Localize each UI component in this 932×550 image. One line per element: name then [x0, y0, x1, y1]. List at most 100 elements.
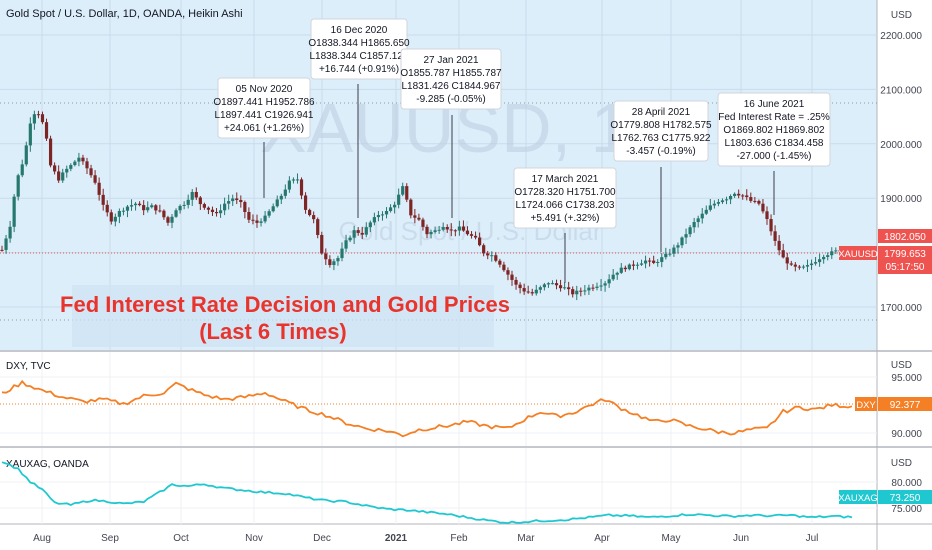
candle-body: [328, 259, 332, 266]
candle-body: [243, 202, 247, 212]
candle-body: [453, 230, 457, 232]
annotation-box[interactable]: [400, 48, 502, 110]
candle-body: [352, 230, 356, 238]
annotation-text: O1779.808 H1782.575: [610, 120, 712, 131]
candle-body: [469, 234, 474, 236]
annotation-text: O1897.441 H1952.786: [213, 97, 315, 108]
candle-body: [757, 200, 761, 204]
time-axis-label: Jul: [806, 533, 819, 544]
candle-body: [575, 290, 579, 295]
dxy-currency-label: USD: [891, 360, 912, 371]
chart-title[interactable]: Gold Spot / U.S. Dollar, 1D, OANDA, Heik…: [6, 8, 243, 20]
candle-body: [550, 283, 555, 285]
candle-body: [615, 272, 619, 275]
candle-body: [486, 253, 490, 256]
candle-body: [607, 279, 611, 284]
candle-body: [295, 179, 300, 181]
candle-body: [510, 274, 514, 280]
annotation-text: 17 March 2021: [532, 174, 599, 185]
candle-body: [202, 204, 206, 208]
candle-body: [692, 222, 696, 228]
annotation-text: O1855.787 H1855.787: [400, 68, 502, 79]
dxy-badge-value: 92.377: [890, 400, 921, 411]
candle-body: [356, 230, 360, 233]
time-axis-label: Feb: [450, 533, 468, 544]
candle-body: [190, 191, 194, 200]
annotation-text: +24.061 (+1.26%): [224, 123, 304, 134]
candle-body: [28, 123, 32, 146]
candle-body: [255, 220, 259, 223]
time-axis-label: Aug: [33, 533, 51, 544]
dxy-badge-symbol: DXY: [856, 400, 876, 411]
dxy-pane-title[interactable]: DXY, TVC: [6, 361, 51, 372]
candle-body: [218, 210, 223, 214]
candle-body: [490, 255, 494, 257]
candle-body: [223, 203, 227, 211]
candle-body: [643, 260, 648, 264]
candle-body: [571, 289, 575, 295]
candle-body: [437, 229, 441, 231]
candle-body: [482, 245, 486, 254]
annotation-text: L1762.763 C1775.922: [612, 133, 711, 144]
candle-body: [405, 186, 409, 200]
candle-body: [797, 266, 801, 268]
price-badge-high: 1802.050: [878, 229, 932, 243]
candle-body: [534, 289, 538, 294]
time-axis-label: Jun: [733, 533, 749, 544]
main-y-tick-label: 1700.000: [880, 303, 922, 314]
candle-body: [822, 256, 826, 260]
candle-body: [320, 234, 324, 254]
candle-body: [340, 248, 344, 259]
candle-body: [635, 264, 640, 266]
candle-body: [332, 261, 336, 266]
annotation-text: 28 April 2021: [632, 107, 691, 118]
candle-body: [12, 196, 16, 227]
candle-body: [380, 214, 385, 216]
annotation-text: 27 Jan 2021: [423, 55, 478, 66]
candle-body: [724, 199, 729, 201]
xauxag-badge: XAUXAG 73.250: [838, 490, 932, 504]
candle-body: [125, 206, 130, 211]
candle-body: [336, 258, 340, 262]
candle-body: [737, 193, 741, 196]
annotation-text: Fed Interest Rate = .25%: [718, 112, 830, 123]
candle-body: [397, 194, 401, 205]
time-axis-label: Apr: [594, 533, 610, 544]
candle-body: [48, 138, 53, 166]
candle-body: [308, 209, 312, 216]
price-badge-symbol-text: XAUUSD: [838, 249, 878, 260]
candle-body: [583, 290, 587, 292]
annotation-box[interactable]: [717, 92, 831, 167]
annotation-text: -3.457 (-0.19%): [626, 146, 695, 157]
candle-body: [316, 219, 320, 235]
time-axis[interactable]: Aug Sep Oct Nov Dec 2021 Feb Mar Apr May Jun Jul: [33, 533, 818, 544]
candle-body: [376, 215, 381, 218]
candle-body: [809, 263, 814, 266]
annotation-box[interactable]: [217, 77, 311, 139]
candle-body: [660, 257, 664, 262]
candle-body: [554, 283, 559, 286]
annotation-box[interactable]: [613, 100, 709, 162]
candle-body: [57, 171, 61, 181]
candle-body: [401, 186, 405, 195]
price-badge-countdown-text: 05:17:50: [886, 262, 925, 273]
candle-body: [239, 199, 243, 203]
xauxag-y-tick-label: 75.000: [891, 504, 922, 515]
candle-body: [478, 237, 482, 246]
xauxag-pane-title[interactable]: XAUXAG, OANDA: [6, 459, 89, 470]
candle-body: [146, 207, 150, 211]
annotation-box[interactable]: [513, 167, 617, 229]
candle-body: [344, 240, 348, 249]
candle-body: [227, 201, 231, 204]
candle-body: [214, 211, 219, 214]
candle-body: [121, 210, 126, 212]
xauxag-price-axis[interactable]: 80.000 75.000: [891, 478, 922, 515]
candle-body: [611, 274, 615, 280]
candle-body: [558, 285, 563, 289]
main-y-tick-label: 1900.000: [880, 194, 922, 205]
candle-body: [688, 227, 692, 235]
dxy-price-axis[interactable]: 95.000 90.000: [891, 373, 922, 440]
candle-body: [194, 191, 198, 198]
candle-body: [684, 234, 688, 238]
